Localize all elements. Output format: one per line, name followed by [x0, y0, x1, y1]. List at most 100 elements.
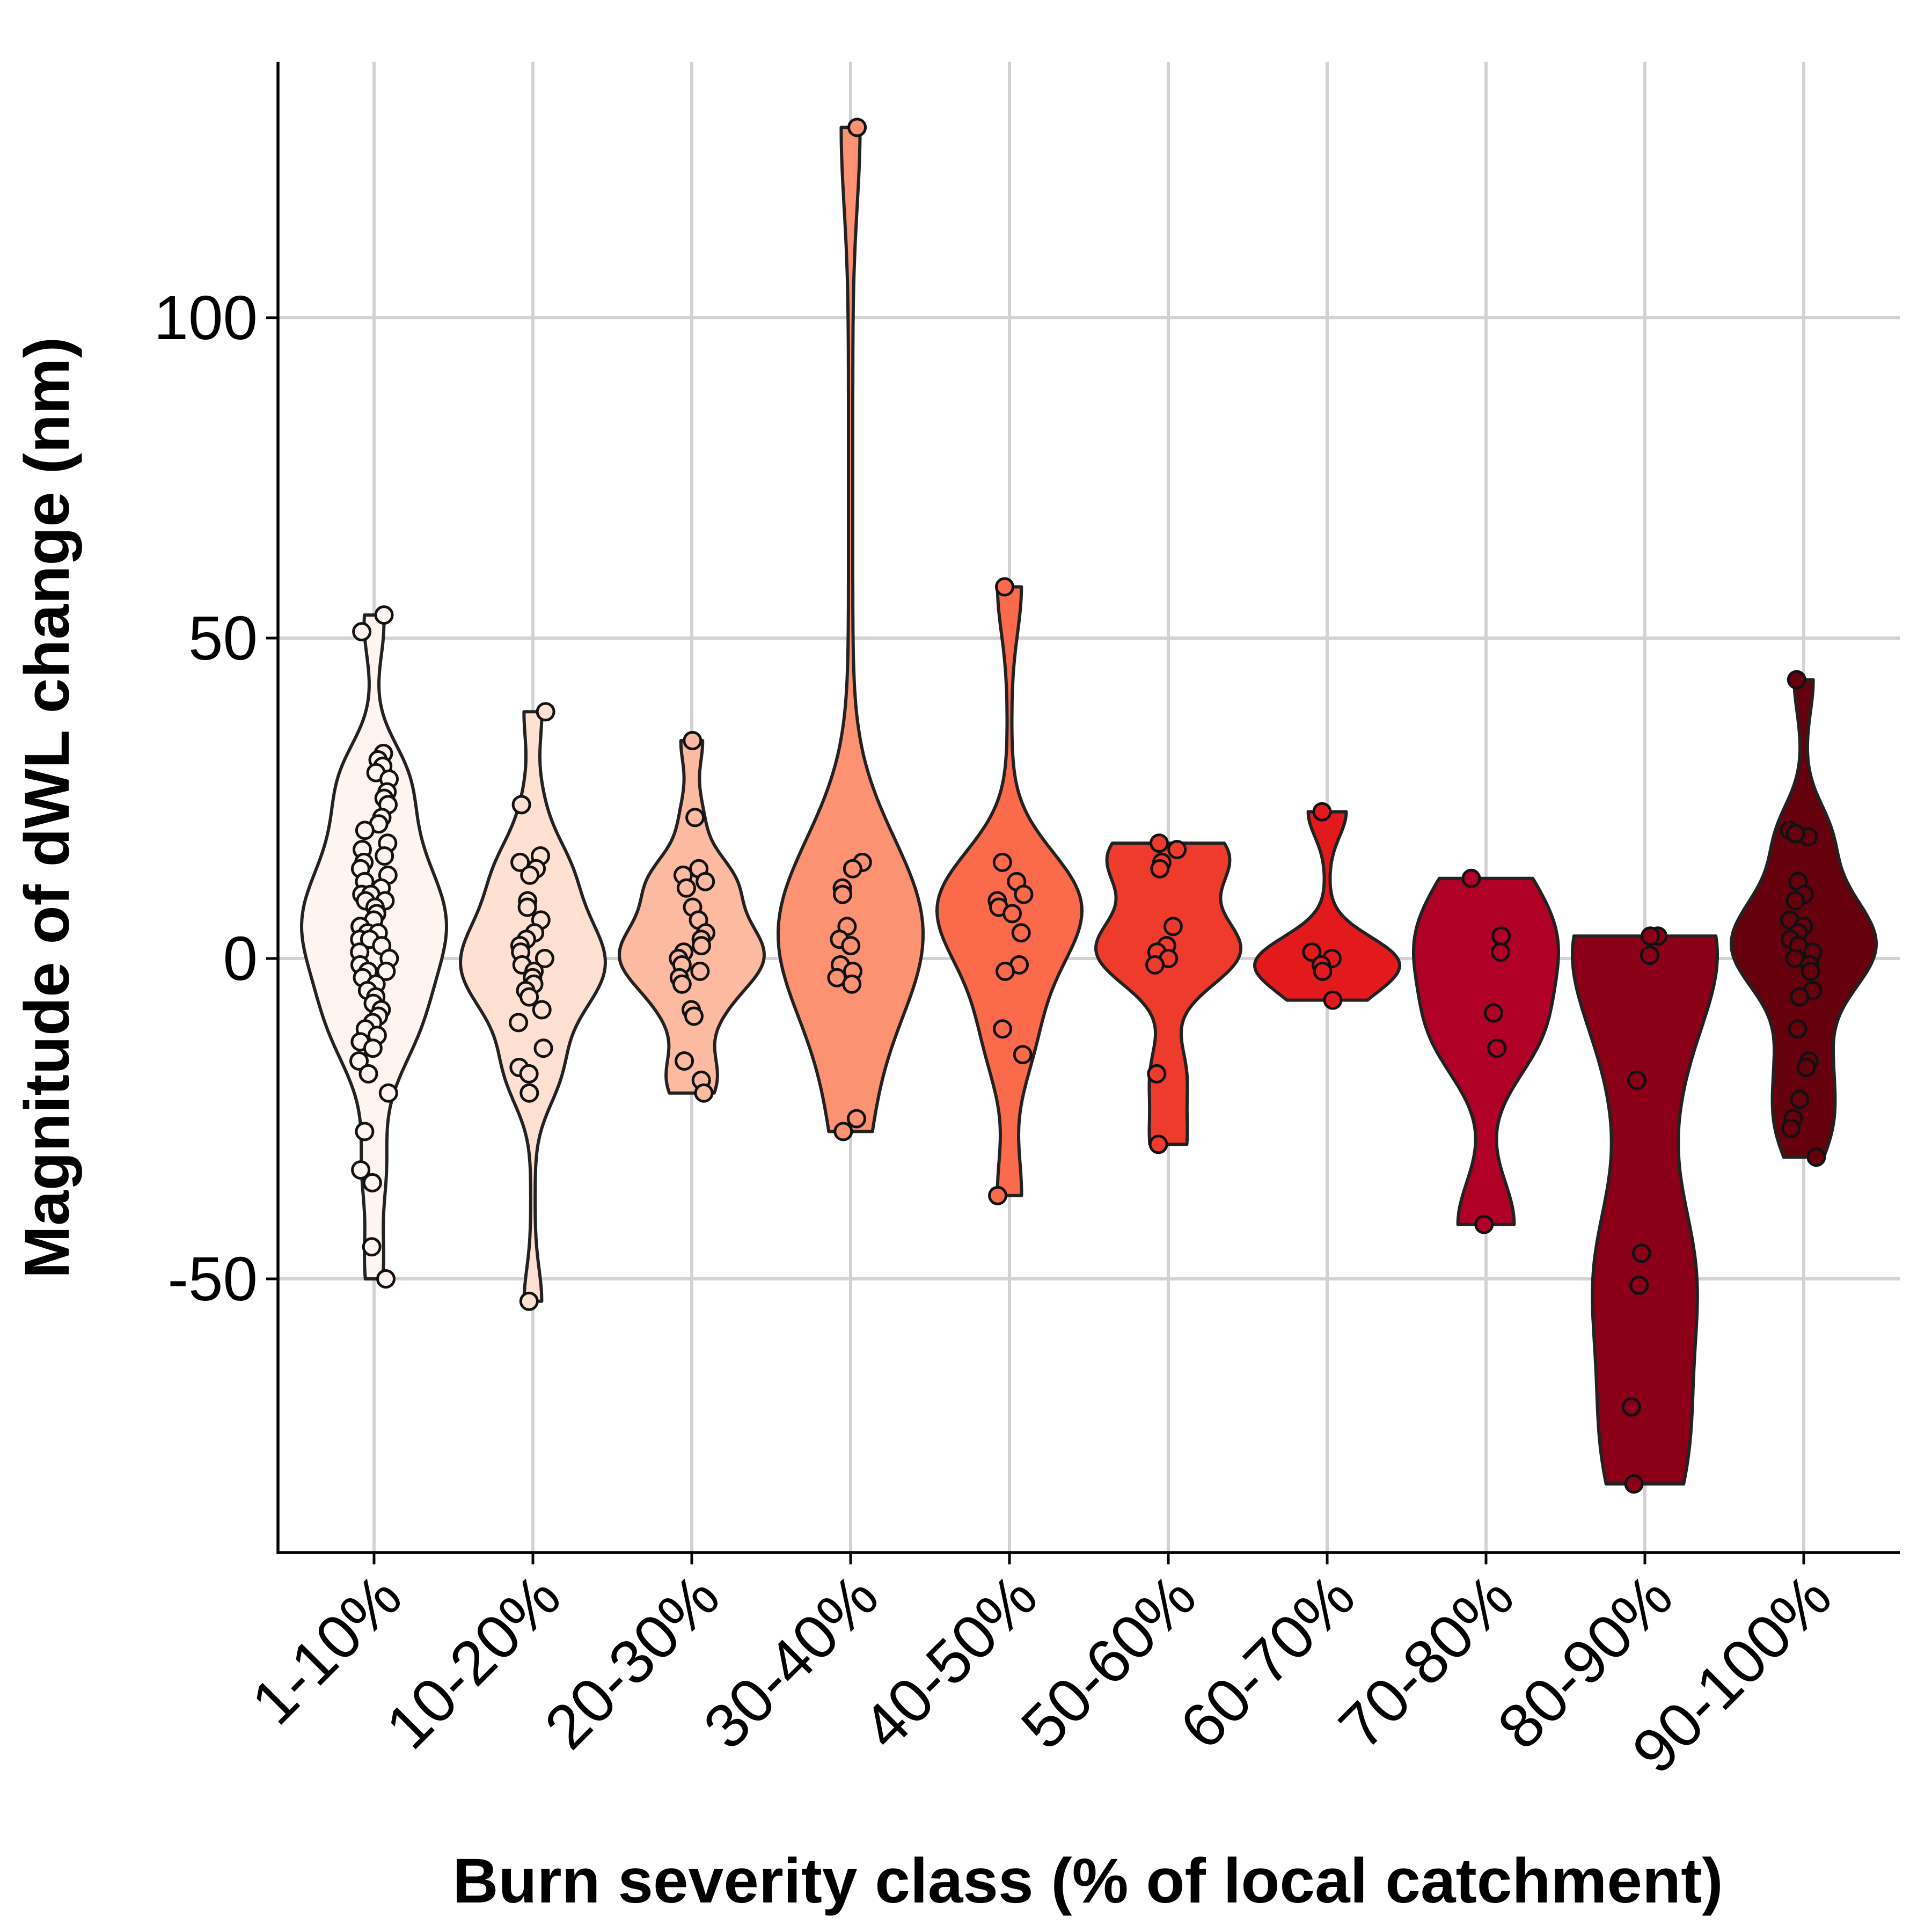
data-point: [362, 1237, 382, 1257]
data-point: [375, 846, 394, 866]
violin-50-60%: [1094, 841, 1242, 1146]
data-point: [349, 1051, 369, 1071]
violin-40-50%: [935, 585, 1084, 1197]
data-point: [995, 577, 1014, 597]
data-point: [519, 1064, 539, 1084]
data-point: [1323, 990, 1343, 1010]
data-point: [378, 1083, 398, 1103]
violin-80-90%: [1571, 934, 1719, 1486]
data-point: [1790, 987, 1810, 1007]
data-point: [509, 1013, 529, 1033]
data-point: [690, 961, 710, 981]
data-point: [1631, 1243, 1651, 1263]
data-point: [1163, 917, 1183, 936]
point-layer: [349, 118, 1826, 1494]
x-tick-label: 30-40%: [690, 1561, 891, 1762]
data-point: [355, 821, 375, 840]
data-point: [1461, 868, 1481, 888]
data-point: [1148, 1135, 1168, 1154]
x-tick-label: 60-70%: [1167, 1561, 1368, 1762]
data-point: [1313, 961, 1333, 981]
data-point: [847, 1109, 866, 1129]
data-point: [358, 1064, 378, 1084]
data-point: [520, 865, 540, 885]
data-point: [1640, 946, 1659, 965]
x-tick-label: 20-30%: [531, 1561, 733, 1762]
x-axis-title: Burn severity class (% of local catchmen…: [452, 1846, 1723, 1916]
data-point: [677, 878, 696, 898]
data-point: [1150, 833, 1169, 853]
data-point: [533, 1038, 553, 1058]
data-point: [1790, 1089, 1810, 1109]
x-tick-label: 70-80%: [1326, 1561, 1527, 1762]
data-point: [833, 884, 852, 904]
y-tick-label: 0: [223, 924, 258, 993]
data-point: [1491, 942, 1510, 962]
data-point: [996, 961, 1015, 981]
data-point: [1624, 1474, 1644, 1494]
data-point: [672, 974, 692, 994]
data-point: [692, 936, 711, 956]
data-point: [1621, 1397, 1641, 1417]
data-point: [1302, 942, 1322, 962]
y-tick-label: -50: [167, 1244, 258, 1314]
data-point: [355, 1122, 375, 1141]
data-point: [1788, 1019, 1807, 1039]
x-tick-label: 40-50%: [849, 1561, 1050, 1762]
data-point: [1147, 1064, 1167, 1084]
data-point: [1002, 904, 1022, 924]
data-point: [696, 872, 715, 891]
data-point: [1013, 1045, 1033, 1065]
data-point: [847, 118, 867, 137]
x-tick-label: 10-20%: [372, 1561, 574, 1762]
data-point: [1312, 802, 1332, 822]
data-point: [376, 1269, 396, 1289]
data-point: [374, 605, 394, 625]
data-point: [843, 859, 862, 879]
data-point: [1801, 961, 1820, 981]
data-point: [535, 949, 554, 968]
data-point: [351, 1160, 371, 1180]
data-point: [1483, 1003, 1503, 1023]
violin-70-80%: [1412, 876, 1560, 1226]
data-point: [1145, 955, 1165, 975]
data-point: [1629, 1275, 1649, 1295]
data-point: [841, 936, 861, 956]
data-point: [1627, 1070, 1646, 1090]
data-point: [1641, 926, 1660, 946]
data-point: [1796, 1058, 1816, 1077]
data-point: [694, 1083, 714, 1103]
data-point: [988, 1185, 1008, 1205]
axis-lines: [276, 62, 1900, 1554]
data-point: [1491, 926, 1511, 946]
x-tick-label: 50-60%: [1008, 1561, 1209, 1762]
data-point: [1014, 884, 1034, 904]
violin-30-40%: [777, 126, 925, 1133]
data-point: [510, 852, 530, 872]
data-point: [511, 795, 531, 815]
data-point: [1474, 1214, 1494, 1234]
data-point: [536, 702, 555, 722]
data-point: [519, 987, 539, 1007]
data-point: [1781, 1118, 1801, 1138]
data-point: [519, 1083, 539, 1103]
data-point: [1785, 891, 1805, 911]
data-point: [675, 1051, 694, 1071]
data-point: [1806, 1147, 1826, 1167]
data-point: [1487, 1038, 1507, 1058]
data-point: [519, 1291, 539, 1311]
data-point: [363, 1038, 383, 1058]
data-point: [352, 622, 372, 642]
y-tick-label: 50: [188, 603, 258, 673]
data-point: [517, 897, 537, 917]
data-point: [376, 961, 396, 981]
data-point: [842, 974, 862, 994]
data-point: [833, 1122, 853, 1141]
data-point: [684, 1006, 704, 1026]
data-point: [1167, 840, 1187, 859]
violin-60-70%: [1253, 810, 1401, 1002]
data-point: [1011, 923, 1031, 943]
data-point: [992, 852, 1012, 872]
